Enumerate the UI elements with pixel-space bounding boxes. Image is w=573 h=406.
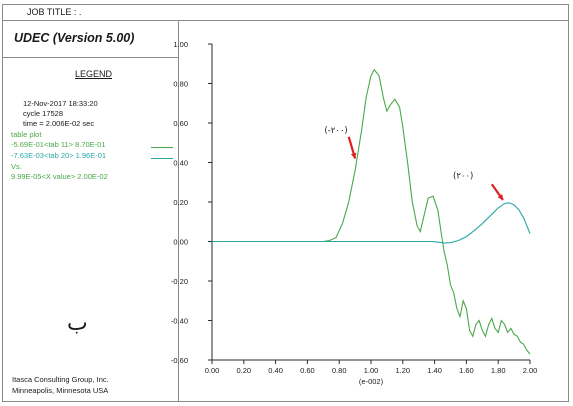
y-tick-label: -0.60: [171, 356, 188, 365]
date-line: 12-Nov-2017 18:33:20: [23, 99, 98, 108]
y-tick-label: 0.60: [173, 119, 188, 128]
arrow-left-head: [350, 152, 357, 159]
legend-panel: UDEC (Version 5.00) LEGEND 12-Nov-2017 1…: [3, 21, 179, 401]
y-tick-label: 0.00: [173, 238, 188, 247]
x-tick-label: 0.20: [236, 366, 251, 375]
company-line-2: Minneapolis, Minnesota USA: [12, 386, 109, 395]
vs-label: Vs.: [11, 162, 22, 171]
series1-swatch: [151, 147, 173, 148]
y-tick-label: 0.20: [173, 198, 188, 207]
x-tick-label: 1.40: [427, 366, 442, 375]
y-tick-label: -0.20: [171, 277, 188, 286]
series1-legend-label: -5.69E-01<tab 11> 8.70E-01: [11, 140, 106, 149]
y-tick-label: 0.80: [173, 80, 188, 89]
x-tick-label: 1.80: [491, 366, 506, 375]
x-tick-label: 1.20: [395, 366, 410, 375]
x-tick-label: 2.00: [523, 366, 538, 375]
y-tick-label: -0.40: [171, 317, 188, 326]
app-title: UDEC (Version 5.00): [3, 21, 178, 58]
plot-frame: JOB TITLE : . UDEC (Version 5.00) LEGEND…: [2, 4, 569, 402]
series-2-line: [212, 202, 531, 244]
x-tick-label: 0.40: [268, 366, 283, 375]
x-axis-label: (e-002): [359, 377, 384, 386]
x-tick-label: 0.80: [332, 366, 347, 375]
table-plot-label: table plot: [11, 130, 42, 139]
legend-title: LEGEND: [75, 69, 113, 79]
y-tick-label: 0.40: [173, 159, 188, 168]
x-tick-label: 0.60: [300, 366, 315, 375]
job-title: JOB TITLE : .: [3, 5, 568, 21]
annotation-left-label: (-۲۰۰): [324, 126, 347, 136]
annotation-right-label: (۲۰۰): [453, 171, 473, 181]
xvalue-label: 9.99E-05<X value> 2.00E-02: [11, 172, 108, 181]
x-tick-label: 1.00: [364, 366, 379, 375]
x-tick-label: 1.60: [459, 366, 474, 375]
time-line: time = 2.006E-02 sec: [23, 119, 95, 128]
series-1-line: [212, 68, 531, 355]
y-tick-label: 1.00: [173, 40, 188, 49]
figure-marker: ب: [67, 311, 88, 336]
cycle-line: cycle 17528: [23, 109, 64, 118]
arrow-right-head: [497, 194, 503, 201]
series2-swatch: [151, 158, 173, 159]
series2-legend-label: -7.63E-03<tab 20> 1.96E-01: [11, 151, 107, 160]
x-tick-label: 0.00: [205, 366, 220, 375]
company-line-1: Itasca Consulting Group, Inc.: [12, 375, 109, 384]
